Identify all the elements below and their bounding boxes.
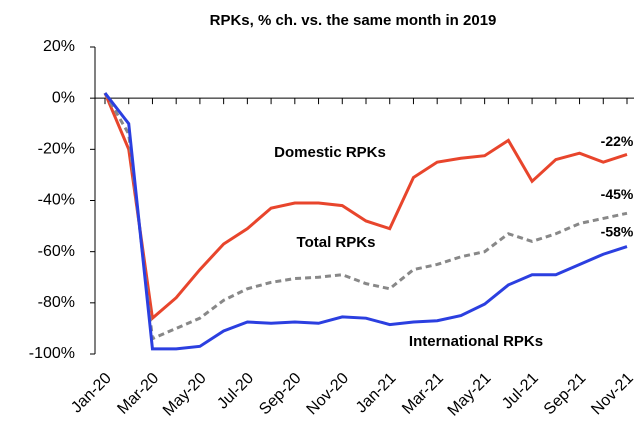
- x-tick-label: Jul-21: [499, 370, 542, 413]
- value-label: -45%: [601, 186, 634, 202]
- series-line: [103, 92, 628, 341]
- series-label: Domestic RPKs: [274, 144, 386, 161]
- y-tick-label: -40%: [38, 192, 75, 209]
- series-line: [103, 92, 628, 322]
- y-tick-label: 20%: [43, 38, 75, 55]
- x-tick-label: Jul-20: [214, 370, 257, 413]
- series-line: [103, 92, 628, 351]
- x-tick-label: Nov-21: [588, 370, 637, 419]
- value-label: -58%: [601, 223, 634, 239]
- x-tick-label: Jan-20: [68, 370, 115, 417]
- y-tick-label: -80%: [38, 294, 75, 311]
- x-tick-label: May-21: [445, 370, 495, 420]
- series-label: International RPKs: [409, 333, 543, 350]
- x-tick-label: May-20: [160, 370, 210, 420]
- value-label: -22%: [601, 133, 634, 149]
- x-tick-label: Mar-20: [114, 370, 162, 418]
- x-tick-label: Nov-20: [304, 370, 353, 419]
- chart-title: RPKs, % ch. vs. the same month in 2019: [210, 12, 497, 29]
- y-tick-label: -100%: [29, 345, 75, 362]
- y-tick-label: 0%: [52, 89, 75, 106]
- x-tick-label: Sep-21: [541, 370, 590, 419]
- series-label: Total RPKs: [297, 234, 376, 251]
- x-tick-label: Jan-21: [353, 370, 400, 417]
- x-tick-label: Sep-20: [256, 370, 305, 419]
- y-tick-label: -20%: [38, 141, 75, 158]
- x-tick-label: Mar-21: [399, 370, 447, 418]
- y-tick-label: -60%: [38, 243, 75, 260]
